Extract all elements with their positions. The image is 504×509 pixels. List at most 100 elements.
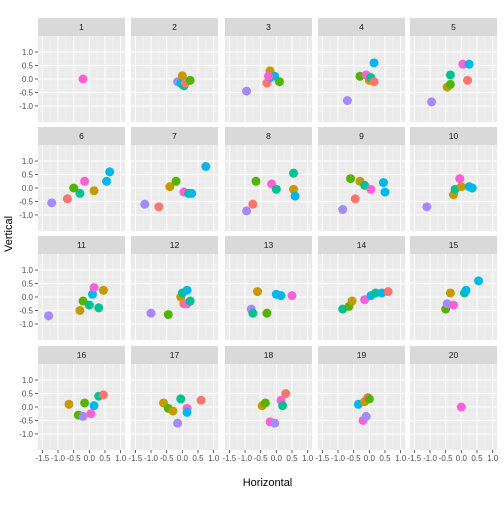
x-tick-label: 0.0 <box>364 454 376 463</box>
data-point <box>89 283 99 293</box>
facet-strip <box>225 346 312 364</box>
data-point <box>248 308 258 318</box>
y-tick-label: -1.0 <box>19 430 33 439</box>
x-tick-label: -1.0 <box>331 454 345 463</box>
x-tick-label: -0.5 <box>160 454 174 463</box>
y-tick-label: -0.5 <box>19 416 33 425</box>
x-tick-label: -0.5 <box>347 454 361 463</box>
data-point <box>271 184 281 194</box>
facet-strip-label: 18 <box>264 350 274 360</box>
facet-strip-label: 8 <box>266 131 271 141</box>
facet-strip <box>38 236 125 254</box>
data-point <box>168 406 178 416</box>
data-point <box>187 188 197 198</box>
facet-strip-label: 12 <box>170 240 180 250</box>
data-point <box>371 288 381 298</box>
y-tick-label: 1.0 <box>22 266 34 275</box>
data-point <box>173 418 183 428</box>
data-point <box>154 202 164 212</box>
facet-panel: 4 <box>318 18 405 122</box>
facet-strip-label: 9 <box>359 131 364 141</box>
facet-strip-label: 15 <box>449 240 459 250</box>
x-tick-label: -1.0 <box>238 454 252 463</box>
data-point <box>251 176 261 186</box>
data-point <box>378 178 388 188</box>
data-point <box>445 79 455 89</box>
facet-panel: 3 <box>225 18 312 122</box>
facet-strip <box>131 346 218 364</box>
data-point <box>464 59 474 69</box>
data-point <box>47 198 57 208</box>
y-tick-label: 1.0 <box>22 157 34 166</box>
facet-panel: 1 <box>38 18 125 122</box>
facet-strip <box>318 18 405 36</box>
x-tick-label: -0.5 <box>67 454 81 463</box>
y-tick-label: 0.5 <box>22 390 34 399</box>
x-tick-label: -1.5 <box>407 454 421 463</box>
facet-strip-label: 13 <box>264 240 274 250</box>
facet-strip-label: 16 <box>77 350 87 360</box>
data-point <box>171 176 181 186</box>
data-point <box>427 97 437 107</box>
data-point <box>347 296 357 306</box>
y-tick-label: 0.0 <box>22 184 34 193</box>
facet-panel: 13 <box>225 236 312 340</box>
data-point <box>248 199 258 209</box>
data-point <box>242 86 252 96</box>
data-point <box>270 418 280 428</box>
y-tick-label: -0.5 <box>19 88 33 97</box>
facet-panel: 12 <box>131 236 218 340</box>
x-tick-label: 1.0 <box>115 454 127 463</box>
x-tick-label: -1.5 <box>315 454 329 463</box>
data-point <box>89 401 99 411</box>
facet-strip <box>318 127 405 145</box>
facet-panel: 19 <box>318 346 405 450</box>
x-tick-label: 1.0 <box>302 454 314 463</box>
data-point <box>456 402 466 412</box>
data-point <box>380 187 390 197</box>
y-tick-label: -1.0 <box>19 211 33 220</box>
data-point <box>289 184 299 194</box>
data-point <box>163 310 173 320</box>
data-point <box>474 276 484 286</box>
facet-strip-label: 3 <box>266 22 271 32</box>
data-point <box>201 161 211 171</box>
data-point <box>445 288 455 298</box>
data-point <box>278 401 288 411</box>
facet-strip-label: 6 <box>79 131 84 141</box>
facet-strip-label: 4 <box>359 22 364 32</box>
x-tick-label: 0.5 <box>286 454 298 463</box>
facet-panel: 20 <box>410 346 497 450</box>
data-point <box>80 176 90 186</box>
data-point <box>287 291 297 301</box>
facet-strip <box>410 236 497 254</box>
x-tick-label: 1.0 <box>208 454 220 463</box>
data-point <box>455 174 465 184</box>
y-tick-label: 0.5 <box>22 280 34 289</box>
data-point <box>422 202 432 212</box>
data-point <box>75 188 85 198</box>
y-tick-label: -0.5 <box>19 306 33 315</box>
facet-strip-label: 2 <box>172 22 177 32</box>
y-tick-label: 0.0 <box>22 293 34 302</box>
data-point <box>461 285 471 295</box>
data-point <box>463 75 473 85</box>
facet-strip <box>38 127 125 145</box>
facet-strip <box>410 18 497 36</box>
facet-strip <box>131 127 218 145</box>
data-point <box>185 75 195 85</box>
facet-strip <box>410 127 497 145</box>
facet-panel: 6 <box>38 127 125 231</box>
y-tick-label: 0.5 <box>22 171 34 180</box>
facet-panel: 17 <box>131 346 218 450</box>
facet-panel: 9 <box>318 127 405 231</box>
data-point <box>361 411 371 421</box>
x-tick-label: 1.0 <box>395 454 407 463</box>
data-point <box>62 194 72 204</box>
facet-strip <box>318 346 405 364</box>
facet-strip <box>318 236 405 254</box>
facet-strip-label: 5 <box>451 22 456 32</box>
data-point <box>338 205 348 215</box>
data-point <box>342 96 352 106</box>
